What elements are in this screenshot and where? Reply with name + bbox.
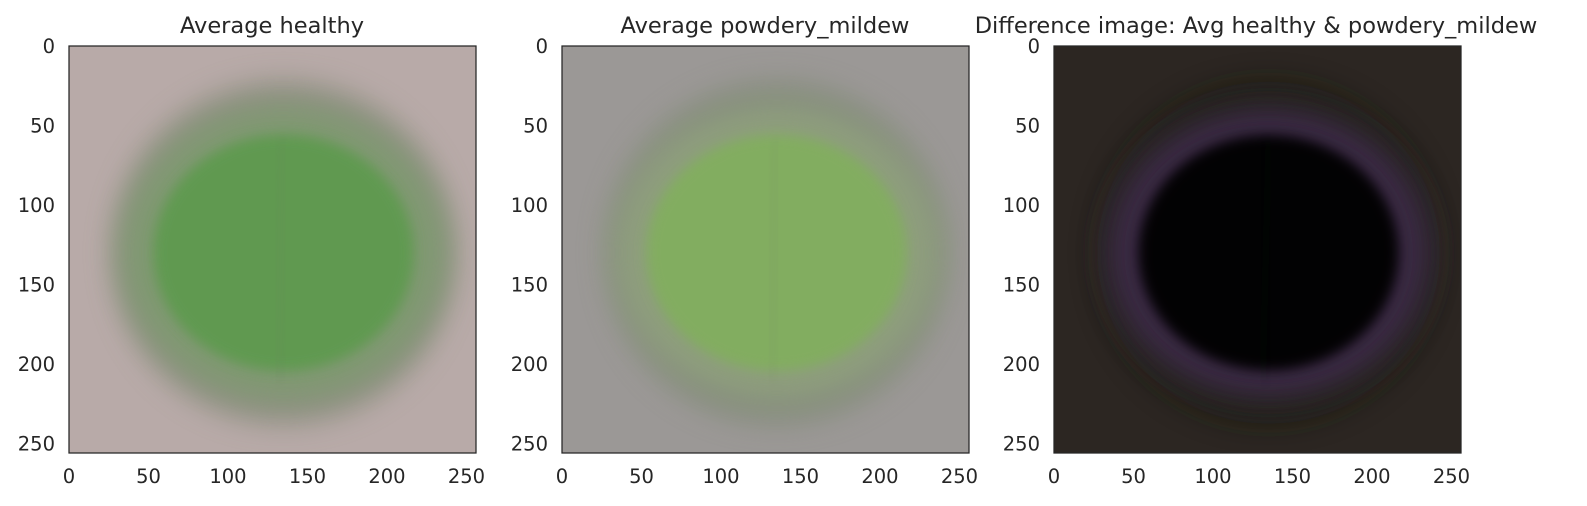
x-tick-label: 0: [1048, 465, 1060, 488]
x-tick-label: 150: [782, 465, 819, 488]
x-tick-label: 150: [1274, 465, 1311, 488]
subplot-1: Average healthy 0 50 100 150 200 250 0 50 100 150 2…: [18, 13, 485, 488]
leaf-body: [153, 134, 414, 371]
y-tick-label: 150: [511, 273, 548, 296]
x-tick-label: 50: [1121, 465, 1146, 488]
x-tick-label: 250: [941, 465, 978, 488]
x-tick-label: 250: [1433, 465, 1470, 488]
subplot-title: Difference image: Avg healthy & powdery_…: [975, 13, 1538, 39]
y-tick-label: 200: [511, 353, 548, 376]
y-tick-label: 200: [1003, 353, 1040, 376]
subplot-3: Difference image: Avg healthy & powdery_…: [975, 13, 1538, 488]
y-tick-label: 50: [523, 114, 548, 137]
x-tick-label: 50: [136, 465, 161, 488]
heatmap-image: [1054, 46, 1461, 453]
x-tick-label: 100: [209, 465, 246, 488]
subplot-title: Average powdery_mildew: [621, 13, 910, 39]
x-tick-label: 0: [556, 465, 568, 488]
x-tick-label: 100: [1194, 465, 1231, 488]
y-tick-label: 250: [18, 432, 55, 455]
y-tick-label: 0: [43, 35, 55, 58]
y-tick-label: 50: [30, 114, 55, 137]
y-tick-label: 0: [1028, 35, 1040, 58]
y-tick-label: 100: [511, 194, 548, 217]
y-tick-label: 100: [18, 194, 55, 217]
y-tick-label: 0: [536, 35, 548, 58]
leaf-vein: [276, 141, 286, 380]
x-tick-label: 0: [63, 465, 75, 488]
subplot-2: Average powdery_mildew 0 50 100 150 200 250 0 50…: [511, 13, 978, 488]
x-tick-label: 200: [1353, 465, 1390, 488]
x-tick-label: 50: [629, 465, 654, 488]
leaf-vein: [1261, 141, 1271, 380]
subplot-title: Average healthy: [180, 13, 364, 39]
axes-frame: [68, 45, 477, 454]
axes-frame: [1053, 45, 1462, 454]
heatmap-image: [69, 46, 476, 453]
x-tick-label: 200: [861, 465, 898, 488]
x-tick-label: 200: [368, 465, 405, 488]
axes-frame: [561, 45, 970, 454]
x-tick-label: 150: [289, 465, 326, 488]
leaf-body: [1138, 134, 1399, 371]
x-tick-label: 250: [448, 465, 485, 488]
y-tick-label: 150: [18, 273, 55, 296]
y-tick-label: 100: [1003, 194, 1040, 217]
y-tick-label: 200: [18, 353, 55, 376]
y-tick-label: 150: [1003, 273, 1040, 296]
y-tick-label: 250: [1003, 432, 1040, 455]
leaf-body: [646, 134, 907, 371]
x-tick-label: 100: [702, 465, 739, 488]
y-tick-label: 250: [511, 432, 548, 455]
y-tick-label: 50: [1015, 114, 1040, 137]
leaf-vein: [769, 141, 779, 380]
heatmap-image: [562, 46, 969, 453]
